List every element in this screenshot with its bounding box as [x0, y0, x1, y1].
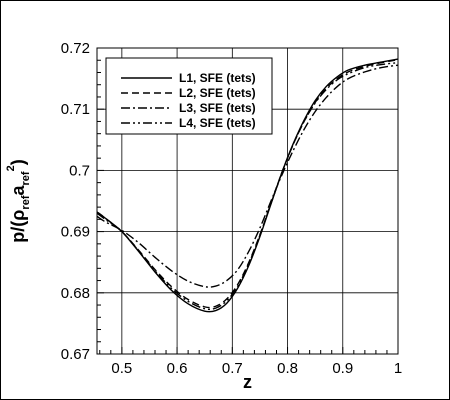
x-axis-title: z	[243, 372, 252, 392]
x-tick-label: 0.8	[277, 360, 298, 377]
y-axis-title-exponent: 2	[5, 165, 17, 171]
series-line-2	[96, 58, 399, 309]
y-axis-title-close: )	[8, 159, 28, 165]
x-tick-label: 0.6	[167, 360, 188, 377]
y-tick-label: 0.69	[61, 224, 90, 241]
y-tick-label: 0.67	[61, 346, 90, 363]
y-axis-title: p/(ρrefaref2)	[5, 159, 32, 242]
legend-label: L1, SFE (tets)	[179, 71, 256, 85]
y-axis-title-sub-rho: ref	[20, 195, 32, 209]
series-lines	[96, 58, 399, 313]
series-line-4	[96, 61, 399, 311]
plot-area-border	[96, 47, 399, 355]
legend: L1, SFE (tets)L2, SFE (tets)L3, SFE (tet…	[105, 57, 273, 135]
legend-label: L2, SFE (tets)	[179, 86, 256, 100]
y-axis-title-a: a	[8, 185, 28, 196]
legend-label: L4, SFE (tets)	[179, 116, 256, 130]
x-tick-label: 1	[394, 360, 402, 377]
y-axis-title-main: p/(ρ	[8, 210, 28, 243]
series-line-3	[96, 64, 399, 288]
y-tick-label: 0.68	[61, 285, 90, 302]
x-tick-label: 0.9	[332, 360, 353, 377]
legend-label: L3, SFE (tets)	[179, 101, 256, 115]
legend-box	[105, 57, 273, 135]
svg-text:p/(ρrefaref2): p/(ρrefaref2)	[5, 159, 32, 242]
x-tick-label: 0.7	[222, 360, 243, 377]
y-tick-label: 0.71	[61, 101, 90, 118]
y-tick-label: 0.72	[61, 40, 90, 57]
y-tick-label: 0.7	[69, 162, 90, 179]
axis-ticks: 0.5 0.6 0.7 0.8 0.9 1 0.67 0.68 0.69 0.7 0.71 0.72	[61, 40, 402, 377]
y-axis-title-sub-a: ref	[20, 171, 32, 185]
x-tick-label: 0.5	[111, 360, 132, 377]
